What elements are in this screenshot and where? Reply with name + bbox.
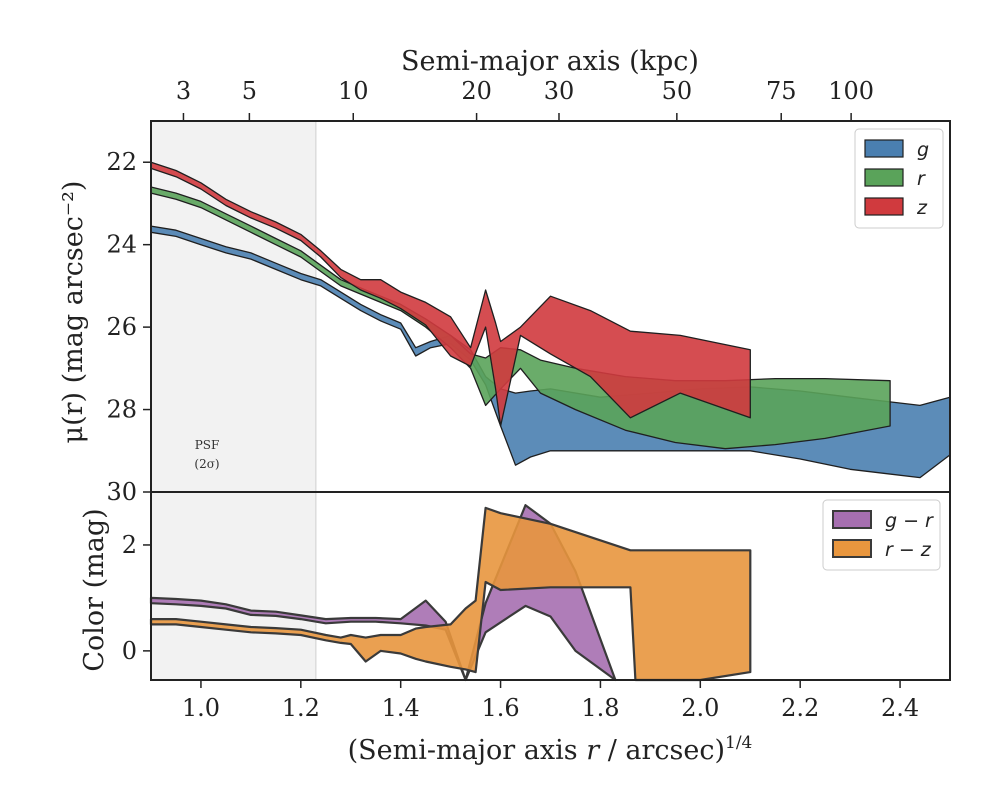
kpc-tick-label: 75 <box>766 77 797 105</box>
color-y-ticks: 02 <box>122 531 151 665</box>
kpc-tick-label: 100 <box>828 77 874 105</box>
legend-swatch-r−z <box>832 539 872 558</box>
y-tick-label: 24 <box>106 231 137 259</box>
psf-label-sigma: (2σ) <box>194 457 219 471</box>
top-y-axis-title: μ(r) (mag arcsec⁻²) <box>58 181 89 444</box>
kpc-tick-label: 50 <box>662 77 693 105</box>
series-r−z-band <box>149 506 752 682</box>
x-tick-label: 1.0 <box>182 694 220 722</box>
color-y-tick-label: 2 <box>122 531 137 559</box>
y-tick-label: 30 <box>106 478 137 506</box>
legend-swatch-g <box>864 139 904 158</box>
x-tick-label: 1.6 <box>481 694 519 722</box>
surface-brightness-panel: PSF (2σ) 22 24 26 28 30 3 5 10 20 30 50 75 100 grz <box>106 77 951 506</box>
color-x-ticks: 1.0 1.2 1.4 1.6 1.8 2.0 2.2 2.4 <box>182 680 919 722</box>
kpc-tick-label: 3 <box>176 77 191 105</box>
psf-label: PSF <box>195 438 220 452</box>
x-tick-label: 1.4 <box>382 694 420 722</box>
color-y-axis-title: Color (mag) <box>79 508 110 671</box>
top-x-axis-title: Semi-major axis (kpc) <box>401 46 699 77</box>
x-tick-label: 2.0 <box>681 694 719 722</box>
color-legend: g − r r − z <box>822 499 941 571</box>
y-tick-label: 22 <box>106 148 137 176</box>
color-panel: 02 1.0 1.2 1.4 1.6 1.8 2.0 2.2 2.4 g − rr − z <box>122 491 951 722</box>
top-kpc-ticks: 3 5 10 20 30 50 75 100 <box>176 77 874 121</box>
x-tick-label: 1.2 <box>282 694 320 722</box>
kpc-tick-label: 5 <box>242 77 257 105</box>
kpc-tick-label: 30 <box>544 77 575 105</box>
series-z-band <box>150 161 751 427</box>
legend-swatch-z <box>864 197 904 216</box>
surface-brightness-series <box>150 161 951 479</box>
psf-shaded-region-color <box>151 492 316 680</box>
color-series <box>149 504 752 682</box>
legend-label-r: r <box>917 168 926 190</box>
y-tick-label: 28 <box>106 396 137 424</box>
top-y-ticks: 22 24 26 28 30 <box>106 148 151 506</box>
color-panel-frame <box>150 491 951 681</box>
bottom-x-axis-title: (Semi-major axis r / arcsec)1/4 <box>348 733 753 766</box>
x-tick-label: 2.4 <box>881 694 919 722</box>
x-tick-label: 1.8 <box>581 694 619 722</box>
top-legend: grz <box>854 128 944 229</box>
legend-label-g−r: g − r <box>885 510 934 532</box>
x-tick-label: 2.2 <box>781 694 819 722</box>
y-tick-label: 26 <box>106 313 137 341</box>
series-g−r-band <box>149 504 617 682</box>
kpc-tick-label: 20 <box>461 77 492 105</box>
legend-label-r−z: r − z <box>885 539 932 561</box>
legend-label-z: z <box>916 197 928 219</box>
legend-swatch-r <box>864 168 904 187</box>
legend-label-g: g <box>917 139 929 161</box>
legend-swatch-g−r <box>832 510 872 529</box>
color-y-tick-label: 0 <box>122 637 137 665</box>
psf-shaded-region <box>151 121 316 492</box>
kpc-tick-label: 10 <box>338 77 369 105</box>
